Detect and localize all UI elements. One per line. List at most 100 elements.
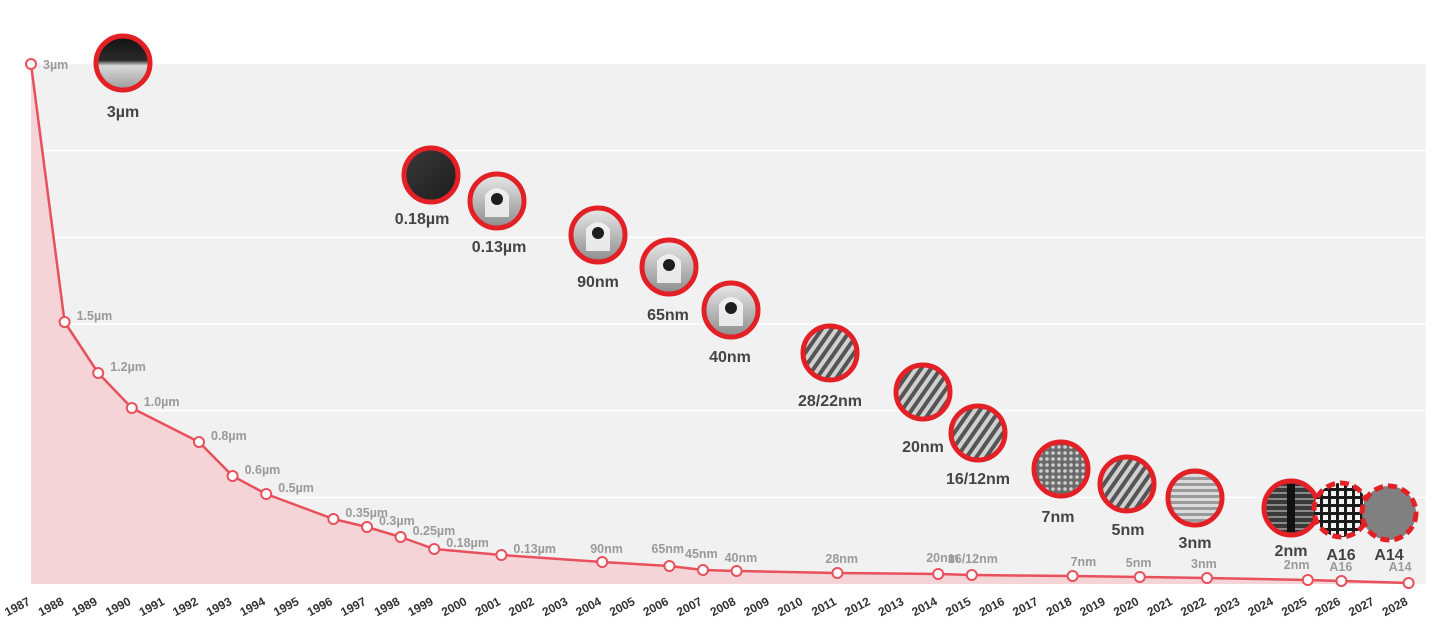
badge-label-a16: A16 xyxy=(1326,547,1355,564)
year-label-2025: 2025 xyxy=(1279,594,1309,619)
badge-label-40nm: 40nm xyxy=(709,349,751,366)
year-label-2014: 2014 xyxy=(909,594,939,619)
badge-label-7nm: 7nm xyxy=(1042,509,1075,526)
badge-65nm: 65nm xyxy=(642,240,696,324)
point-label-45nm: 45nm xyxy=(685,547,718,561)
point-label-3nm: 3nm xyxy=(1191,557,1217,571)
badge-label-16-12nm: 16/12nm xyxy=(946,471,1010,488)
data-point-0-35um xyxy=(328,514,338,524)
data-point-0-18um xyxy=(429,544,439,554)
year-label-2023: 2023 xyxy=(1212,594,1242,619)
data-point-a14 xyxy=(1404,578,1414,588)
year-label-2015: 2015 xyxy=(943,594,973,619)
year-label-2008: 2008 xyxy=(708,594,738,619)
year-label-2013: 2013 xyxy=(876,594,906,619)
point-label-0-5um: 0.5µm xyxy=(278,481,314,495)
year-label-1994: 1994 xyxy=(237,594,267,619)
data-point-7nm xyxy=(1068,571,1078,581)
gate-core xyxy=(491,193,503,205)
data-point-0-3um xyxy=(362,522,372,532)
grid-band xyxy=(31,151,1426,238)
year-label-2017: 2017 xyxy=(1010,594,1040,619)
badge-label-90nm: 90nm xyxy=(577,274,619,291)
year-label-2020: 2020 xyxy=(1111,594,1141,619)
year-label-1996: 1996 xyxy=(305,594,335,619)
data-point-65nm xyxy=(664,561,674,571)
data-point-45nm xyxy=(698,565,708,575)
year-label-2018: 2018 xyxy=(1044,594,1074,619)
data-point-a16 xyxy=(1336,576,1346,586)
point-label-0-3um: 0.3µm xyxy=(379,514,415,528)
data-point-3nm xyxy=(1202,573,1212,583)
data-point-3um xyxy=(26,59,36,69)
year-label-2027: 2027 xyxy=(1346,594,1376,619)
data-point-0-13um xyxy=(496,550,506,560)
point-label-2nm: 2nm xyxy=(1284,558,1310,572)
gate-core xyxy=(663,259,675,271)
year-label-1988: 1988 xyxy=(36,594,66,619)
year-label-2009: 2009 xyxy=(741,594,771,619)
year-label-1997: 1997 xyxy=(338,594,368,619)
year-label-2022: 2022 xyxy=(1178,594,1208,619)
x-axis-year-labels: 1987 1988 1989 1990 1991 1992 1993 1994 1995 1996… xyxy=(2,594,1410,619)
data-point-40nm xyxy=(732,566,742,576)
badge-label-2nm: 2nm xyxy=(1275,543,1308,560)
point-label-0-13um: 0.13µm xyxy=(513,542,556,556)
point-label-28nm: 28nm xyxy=(825,552,858,566)
gate-stack xyxy=(1287,484,1295,532)
year-label-2006: 2006 xyxy=(641,594,671,619)
badge-40nm: 40nm xyxy=(704,283,758,366)
year-label-1998: 1998 xyxy=(372,594,402,619)
data-point-20nm xyxy=(933,569,943,579)
data-point-5nm xyxy=(1135,572,1145,582)
badge-90nm: 90nm xyxy=(571,208,625,291)
year-label-2010: 2010 xyxy=(775,594,805,619)
year-label-2001: 2001 xyxy=(473,594,503,619)
data-point-1-5um xyxy=(60,317,70,327)
point-label-1-0um: 1.0µm xyxy=(144,395,180,409)
data-point-1-2um xyxy=(93,368,103,378)
badge-label-28-22nm: 28/22nm xyxy=(798,393,862,410)
year-label-2019: 2019 xyxy=(1077,594,1107,619)
badge-20nm: 20nm xyxy=(896,365,950,456)
year-label-2026: 2026 xyxy=(1313,594,1343,619)
badge-label-20nm: 20nm xyxy=(902,439,944,456)
gate-core xyxy=(725,302,737,314)
badge-label-a14: A14 xyxy=(1374,547,1403,564)
data-point-1-0um xyxy=(127,403,137,413)
point-label-0-18um: 0.18µm xyxy=(446,536,489,550)
point-label-3um: 3µm xyxy=(43,58,68,72)
point-label-0-8um: 0.8µm xyxy=(211,429,247,443)
point-label-90nm: 90nm xyxy=(590,542,623,556)
year-label-2003: 2003 xyxy=(540,594,570,619)
year-label-2004: 2004 xyxy=(573,594,603,619)
data-point-90nm xyxy=(597,557,607,567)
data-point-0-6um xyxy=(228,471,238,481)
badge-label-3um: 3µm xyxy=(107,104,139,121)
year-label-2024: 2024 xyxy=(1245,594,1275,619)
year-label-1992: 1992 xyxy=(170,594,200,619)
badge-label-65nm: 65nm xyxy=(647,307,689,324)
point-label-40nm: 40nm xyxy=(725,551,758,565)
year-label-1993: 1993 xyxy=(204,594,234,619)
year-label-2028: 2028 xyxy=(1380,594,1410,619)
year-label-2011: 2011 xyxy=(809,594,839,619)
year-label-2007: 2007 xyxy=(674,594,704,619)
grid-band xyxy=(31,64,1426,151)
badge-0-13um: 0.13µm xyxy=(470,174,526,256)
year-label-2002: 2002 xyxy=(506,594,536,619)
year-label-1991: 1991 xyxy=(137,594,167,619)
data-point-2nm xyxy=(1303,575,1313,585)
year-label-1989: 1989 xyxy=(69,594,99,619)
point-label-5nm: 5nm xyxy=(1126,556,1152,570)
badge-28-22nm: 28/22nm xyxy=(798,326,862,410)
data-point-0-5um xyxy=(261,489,271,499)
gate-core xyxy=(592,227,604,239)
badge-label-3nm: 3nm xyxy=(1179,535,1212,552)
badge-16-12nm: 16/12nm xyxy=(946,406,1010,488)
point-label-0-6um: 0.6µm xyxy=(245,463,281,477)
year-label-1990: 1990 xyxy=(103,594,133,619)
badge-label-0-13um: 0.13µm xyxy=(472,239,527,256)
point-label-1-5um: 1.5µm xyxy=(77,309,113,323)
